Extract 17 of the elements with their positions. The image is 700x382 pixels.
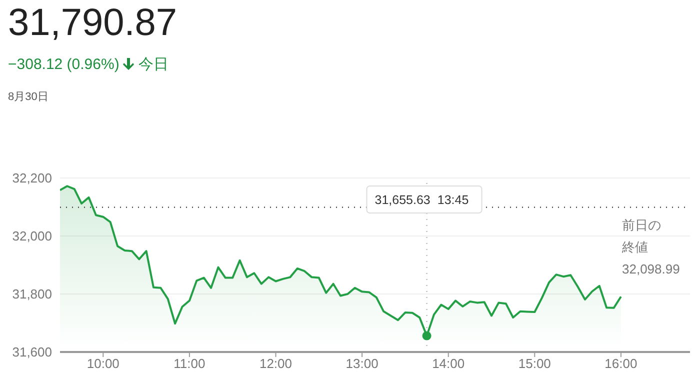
ref-line-label: 前日の終値 32,098.99 — [621, 217, 680, 276]
x-tick-label: 16:00 — [604, 356, 638, 372]
text: 8月30日 — [8, 90, 48, 104]
y-tick-label: 32,000 — [12, 228, 52, 244]
text: 今日 — [138, 55, 168, 74]
chart-subtitle: −308.12 (0.96%) — [8, 56, 120, 73]
x-tick-label: 13:00 — [346, 356, 378, 372]
chart-title: 31,790.87 — [8, 1, 178, 46]
x-tick-label: 11:00 — [174, 356, 206, 372]
x-tick-label: 14:00 — [432, 356, 465, 372]
y-tick-label: 31,600 — [12, 344, 52, 360]
y-tick-label: 31,800 — [12, 286, 52, 302]
annotation: 31,655.63 13:45 — [374, 193, 469, 207]
x-tick-label: 10:00 — [86, 356, 120, 372]
x-tick-label: 12:00 — [259, 356, 292, 372]
x-tick-label: 15:00 — [518, 356, 551, 372]
y-tick-label: 32,200 — [12, 170, 52, 186]
